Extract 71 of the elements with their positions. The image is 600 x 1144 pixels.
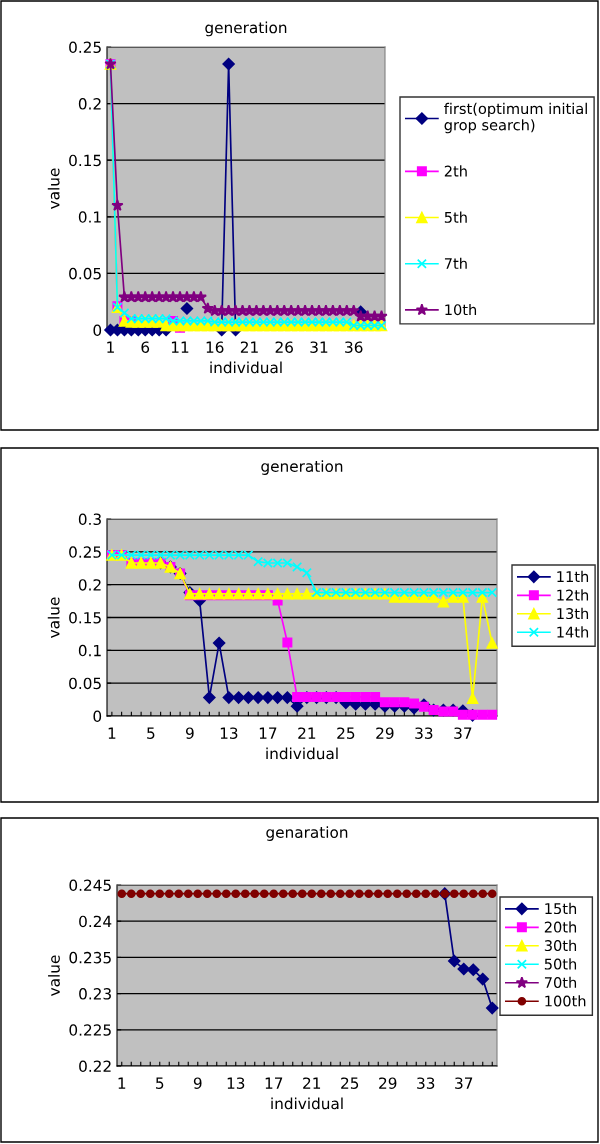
y-tick-label: 0.05 <box>69 677 101 690</box>
legend-label: 30th <box>544 939 577 952</box>
y-tick-label: 0.3 <box>78 513 101 526</box>
y-tick-label: 0.225 <box>69 1024 111 1036</box>
chart-title: generation <box>205 21 287 37</box>
x-tick-label: 25 <box>341 1077 359 1089</box>
x-tick-label: 21 <box>298 727 316 739</box>
y-tick-label: 0.2 <box>78 98 101 110</box>
x-tick-label: 17 <box>259 727 277 739</box>
x-tick-label: 25 <box>337 727 355 739</box>
x-tick-label: 1 <box>108 727 116 739</box>
y-tick-label: 0.25 <box>69 41 101 54</box>
chart-title: generation <box>261 460 343 475</box>
x-tick-label: 29 <box>379 1077 397 1089</box>
x-tick-label: 31 <box>310 341 328 353</box>
x-tick-label: 37 <box>455 1077 473 1089</box>
legend-label: 15th <box>545 902 577 915</box>
legend-label: 2th <box>444 165 467 177</box>
legend-label: first(optimum initial grop search) <box>444 102 587 134</box>
y-tick-label: 0.25 <box>69 546 101 558</box>
y-axis-title: value <box>47 168 60 209</box>
legend-label: 70th <box>544 976 577 989</box>
x-tick-label: 36 <box>345 341 363 353</box>
legend-label: 5th <box>444 211 467 223</box>
x-tick-label: 5 <box>147 727 155 739</box>
chart-title: genaration <box>266 826 348 841</box>
y-tick-label: 0.15 <box>69 611 101 624</box>
y-tick-label: 0.1 <box>78 644 101 657</box>
x-tick-label: 1 <box>118 1077 126 1089</box>
legend-label: 10th <box>445 303 477 316</box>
legend-label: 20th <box>544 921 577 933</box>
x-tick-label: 9 <box>193 1077 202 1089</box>
y-axis-title: value <box>48 955 60 996</box>
legend-label: 13th <box>557 607 589 620</box>
y-axis-title: value <box>47 597 60 638</box>
legend-label: 11th <box>557 570 589 582</box>
legend-label: 14th <box>557 626 589 638</box>
x-tick-label: 16 <box>206 341 224 353</box>
x-axis-title: individual <box>271 1097 343 1110</box>
x-tick-label: 33 <box>417 1077 435 1089</box>
y-tick-label: 0.23 <box>79 988 111 1000</box>
x-tick-label: 37 <box>454 727 472 739</box>
y-tick-label: 0.15 <box>69 154 101 167</box>
x-tick-label: 26 <box>275 341 293 353</box>
x-tick-label: 6 <box>141 341 150 353</box>
x-tick-label: 13 <box>227 1077 245 1089</box>
legend-label: 50th <box>544 958 577 970</box>
x-tick-label: 17 <box>265 1077 283 1089</box>
x-tick-label: 29 <box>376 727 394 739</box>
y-tick-label: 0.235 <box>69 951 111 964</box>
x-tick-label: 11 <box>171 341 189 353</box>
y-tick-label: 0.05 <box>69 267 101 280</box>
x-axis-title: individual <box>266 747 338 760</box>
x-tick-label: 21 <box>303 1077 321 1089</box>
y-tick-label: 0 <box>93 710 102 723</box>
y-tick-label: 0.24 <box>79 915 112 928</box>
y-tick-label: 0.245 <box>69 879 111 892</box>
x-axis-title: individual <box>210 361 282 374</box>
x-tick-label: 13 <box>220 727 238 739</box>
x-tick-label: 5 <box>156 1077 164 1089</box>
y-tick-label: 0.22 <box>79 1060 111 1073</box>
x-tick-label: 1 <box>107 341 114 353</box>
x-tick-label: 9 <box>185 727 194 739</box>
legend-label: 7th <box>444 257 467 269</box>
legend-label: 12th <box>557 589 589 601</box>
legend-label: 100th <box>545 995 586 1007</box>
x-tick-label: 33 <box>415 727 433 739</box>
y-tick-label: 0.1 <box>78 211 101 223</box>
y-tick-label: 0 <box>93 324 102 337</box>
x-tick-label: 21 <box>240 341 258 353</box>
y-tick-label: 0.2 <box>78 579 101 591</box>
